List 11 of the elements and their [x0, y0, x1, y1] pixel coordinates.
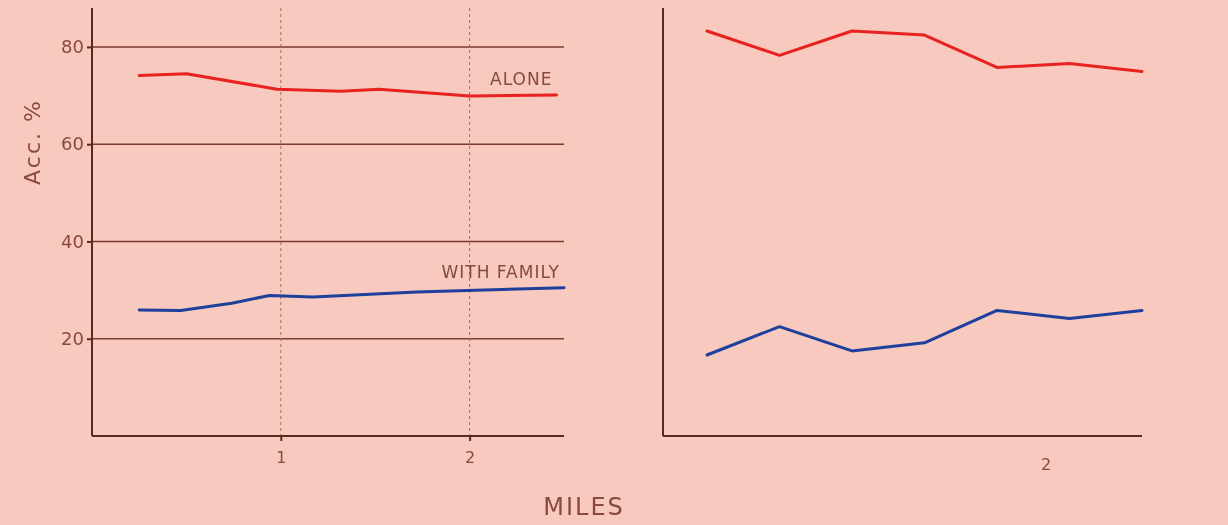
y-tick-label: 20: [61, 327, 84, 349]
line-series: [137, 72, 558, 98]
x-tick-label: 1: [276, 448, 287, 468]
series-label: WITH FAMILY: [441, 261, 560, 282]
y-tick-label: 80: [61, 36, 84, 58]
series-label: ALONE: [490, 69, 553, 90]
x-axis-title: MILES: [543, 493, 625, 521]
y-tick-label: 40: [61, 230, 84, 252]
y-tick-label: 60: [61, 133, 84, 155]
line-series: [137, 286, 566, 313]
y-axis-title: Acc. %: [20, 99, 45, 185]
